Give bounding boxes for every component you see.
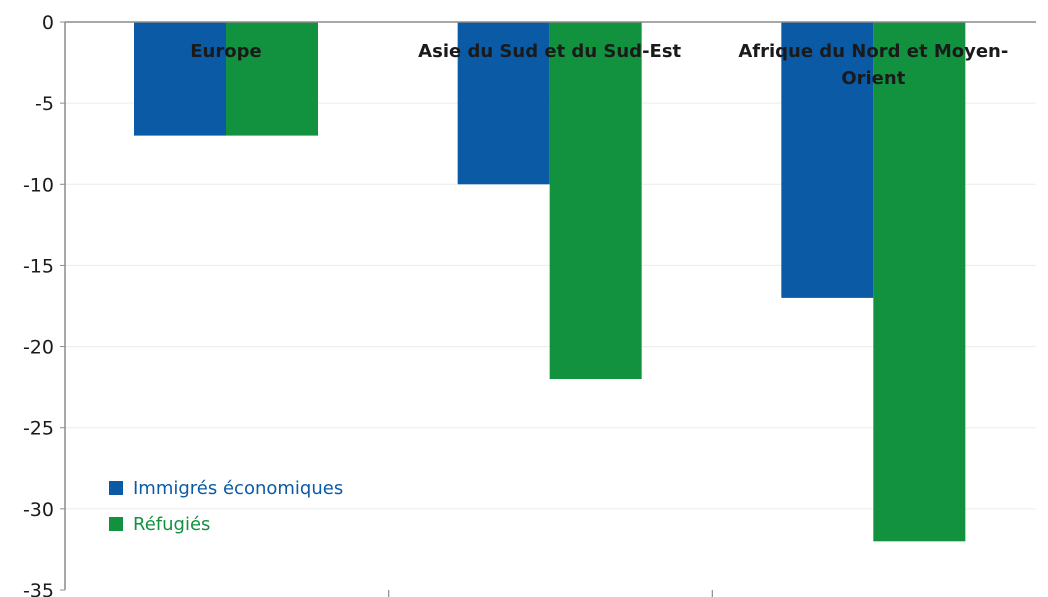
legend-swatch xyxy=(109,517,123,531)
bar xyxy=(226,22,318,136)
legend-label: Réfugiés xyxy=(133,514,210,535)
bars xyxy=(134,22,966,542)
y-tick-label: -25 xyxy=(23,418,54,440)
y-tick-label: -35 xyxy=(23,580,54,597)
bar xyxy=(549,22,642,380)
y-tick-label: -30 xyxy=(23,499,54,521)
y-tick-label: -15 xyxy=(23,255,54,277)
y-axis-ticks: 0 -5 -10 -15 -20 -25 -30 -35 xyxy=(23,12,65,597)
category-labels: Europe Asie du Sud et du Sud-Est Afrique d… xyxy=(190,41,1008,89)
y-tick-label: -10 xyxy=(23,174,54,196)
bar xyxy=(457,22,550,185)
legend-swatch xyxy=(109,481,123,495)
axes xyxy=(64,21,1036,597)
bar xyxy=(873,22,966,542)
category-label: Asie du Sud et du Sud-Est xyxy=(418,41,681,62)
category-label: Orient xyxy=(841,68,905,89)
category-label: Afrique du Nord et Moyen- xyxy=(738,41,1008,62)
bar xyxy=(134,22,226,136)
y-tick-label: -20 xyxy=(23,337,54,359)
legend-label: Immigrés économiques xyxy=(133,478,343,499)
y-tick-label: -5 xyxy=(35,93,54,115)
y-tick-label: 0 xyxy=(42,12,54,34)
legend: Immigrés économiques Réfugiés xyxy=(109,478,343,535)
category-label: Europe xyxy=(190,41,261,62)
bar xyxy=(781,22,874,298)
